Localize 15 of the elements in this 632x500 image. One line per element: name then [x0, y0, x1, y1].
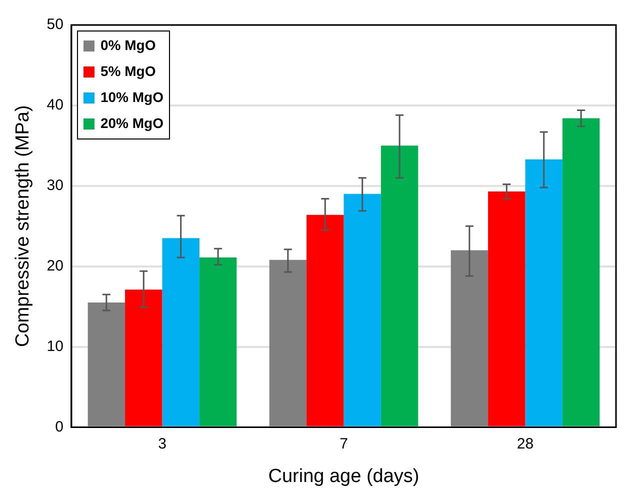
y-tick-label: 30 — [46, 177, 64, 194]
y-tick-label: 10 — [46, 338, 64, 355]
x-tick-label: 3 — [158, 435, 166, 452]
legend-label: 20% MgO — [100, 114, 164, 131]
x-axis-title: Curing age (days) — [268, 466, 420, 487]
x-tick-label: 7 — [340, 435, 348, 452]
y-tick-label: 20 — [46, 257, 64, 274]
y-tick-label: 40 — [46, 96, 64, 114]
y-axis-title: Compressive strength (MPa) — [12, 105, 34, 347]
legend-label: 5% MgO — [100, 62, 156, 79]
y-tick-label: 0 — [55, 418, 64, 436]
x-tick-label: 28 — [516, 435, 534, 452]
legend-label: 10% MgO — [100, 88, 164, 105]
y-tick-label: 50 — [46, 16, 64, 34]
legend-label: 0% MgO — [100, 36, 156, 53]
